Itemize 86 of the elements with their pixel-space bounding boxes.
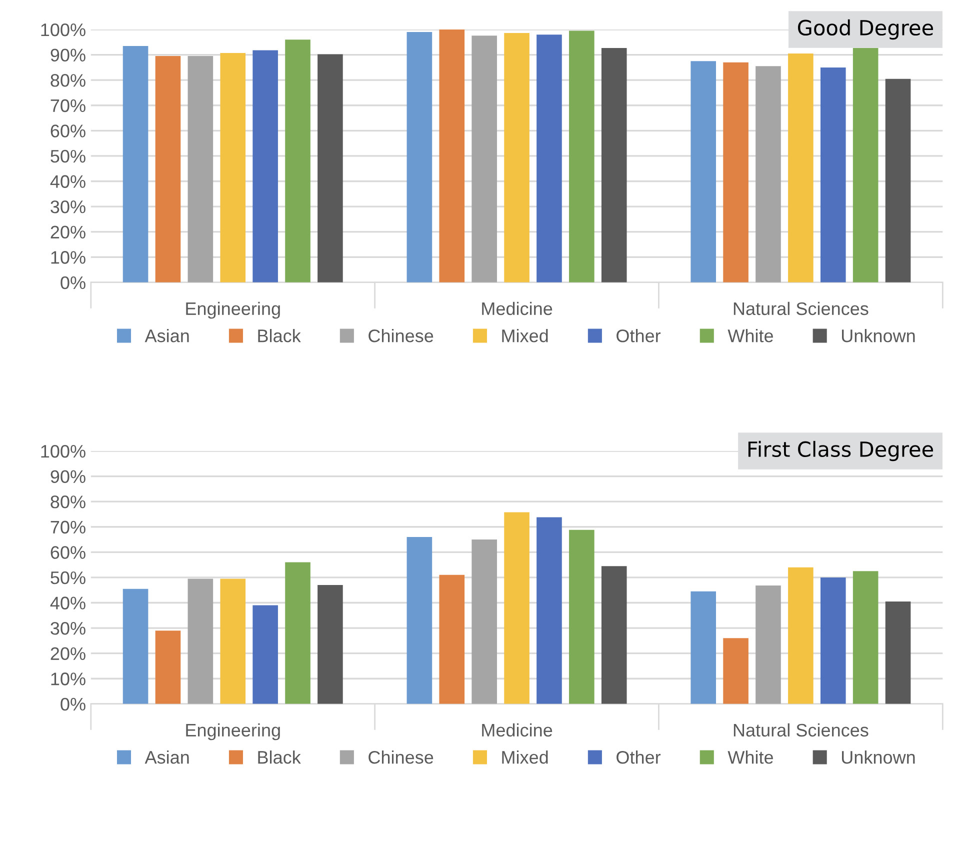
bar [820, 577, 846, 704]
bar [252, 50, 278, 282]
bar [472, 540, 497, 704]
y-tick-label: 30% [50, 622, 86, 635]
chart-title: Good Degree [798, 19, 934, 40]
bar [504, 512, 530, 704]
legend-label: Unknown [842, 329, 915, 342]
legend-label: Black [258, 329, 301, 342]
bar [188, 578, 214, 704]
bar [504, 33, 530, 282]
bar [220, 53, 246, 282]
y-tick-label: 40% [50, 596, 86, 610]
legend-label: Other [616, 750, 661, 764]
y-tick-label: 50% [50, 571, 86, 584]
y-tick-label: 80% [50, 496, 86, 508]
y-tick-label: 20% [50, 647, 86, 660]
bar [252, 605, 278, 704]
bar [155, 630, 181, 704]
bar [318, 54, 343, 282]
bar [536, 34, 562, 282]
bar [536, 517, 562, 704]
chart-title: First Class Degree [748, 440, 934, 462]
legend-label: White [728, 329, 774, 342]
x-tick-label: Engineering [186, 723, 280, 740]
bar [756, 586, 781, 704]
x-tick-label: Natural Sciences [734, 302, 868, 316]
y-tick-label: 20% [50, 226, 86, 239]
legend-label: Asian [144, 329, 189, 342]
legend-label: Black [258, 750, 301, 764]
bar [690, 591, 716, 704]
y-tick-label: 10% [51, 672, 86, 686]
x-tick-label: Engineering [186, 302, 280, 319]
legend-label: Mixed [502, 750, 548, 764]
bar [690, 61, 716, 282]
bar [155, 56, 181, 282]
legend-label: White [728, 750, 774, 764]
bar [820, 67, 846, 282]
bar [439, 574, 465, 704]
y-tick-label: 100% [41, 444, 86, 458]
bar [723, 62, 748, 282]
y-tick-label: 60% [50, 546, 86, 559]
y-tick-label: 90% [50, 48, 86, 62]
bar [723, 638, 748, 704]
x-tick-label: Medicine [482, 302, 552, 316]
bar [852, 571, 878, 704]
y-tick-label: 0% [60, 276, 86, 290]
legend-label: Mixed [502, 329, 548, 342]
bar [122, 588, 148, 704]
bar [472, 36, 497, 282]
legend-label: Other [616, 329, 661, 342]
bar [788, 567, 814, 704]
y-tick-label: 50% [50, 150, 86, 163]
bar [406, 536, 432, 704]
bar [188, 56, 214, 282]
legend-label: Chinese [368, 750, 434, 764]
bar [439, 30, 465, 282]
x-tick-label: Natural Sciences [734, 723, 868, 737]
bar [601, 48, 627, 282]
legend-label: Chinese [368, 329, 434, 342]
bar [285, 40, 310, 282]
y-tick-label: 30% [50, 200, 86, 214]
y-tick-label: 70% [50, 520, 86, 534]
legend-label: Asian [144, 750, 189, 764]
y-tick-label: 70% [50, 99, 86, 112]
y-tick-label: 40% [50, 175, 86, 188]
bar [569, 30, 594, 282]
bar [406, 32, 432, 282]
y-tick-label: 90% [50, 470, 86, 484]
y-tick-label: 100% [41, 23, 86, 36]
legend-label: Unknown [842, 750, 915, 764]
bar [885, 78, 911, 282]
bar [601, 566, 627, 704]
bar [569, 530, 594, 704]
y-tick-label: 10% [51, 251, 86, 264]
bar [220, 578, 246, 704]
bar [852, 48, 878, 282]
bar [788, 54, 814, 282]
x-tick-label: Medicine [482, 723, 552, 737]
y-tick-label: 80% [50, 74, 86, 87]
y-tick-label: 0% [60, 698, 86, 711]
bar [122, 46, 148, 282]
bar [318, 585, 343, 704]
y-tick-label: 60% [50, 124, 86, 138]
bar [885, 601, 911, 704]
bar [285, 562, 310, 704]
bar [756, 66, 781, 282]
